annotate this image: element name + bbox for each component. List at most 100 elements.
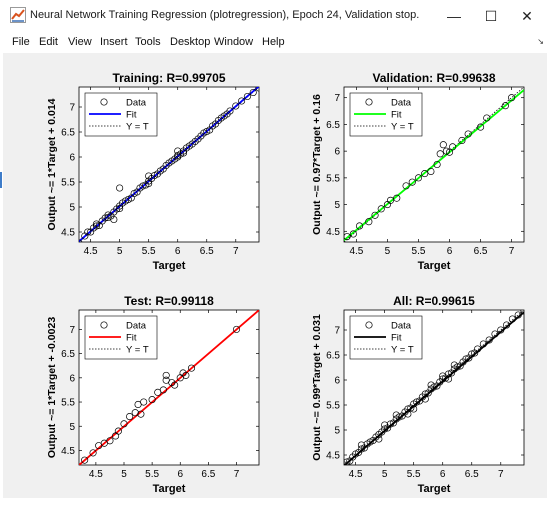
data-point [501, 102, 509, 110]
data-point [174, 147, 182, 155]
menu-help[interactable]: Help [262, 36, 285, 48]
x-tick-label: 6 [177, 469, 183, 480]
data-point [182, 371, 190, 379]
maximize-button[interactable]: ☐ [474, 5, 508, 27]
maximize-icon: ☐ [484, 7, 498, 24]
menu-view[interactable]: View [68, 36, 92, 48]
y-tick-label: 5.5 [61, 178, 75, 189]
x-tick-label: 7 [234, 469, 240, 480]
y-axis-label: Output ~= 1*Target + -0.0023 [46, 317, 58, 458]
legend-label-fit: Fit [126, 110, 137, 121]
plot-title: Validation: R=0.99638 [372, 71, 495, 85]
y-axis-label: Output ~= 0.99*Target + 0.031 [311, 314, 323, 461]
legend-label-data: Data [126, 321, 147, 332]
menu-file[interactable]: File [12, 36, 30, 48]
x-tick-label: 4.5 [89, 469, 103, 480]
y-tick-label: 5 [69, 203, 75, 214]
data-point [349, 230, 357, 238]
data-point [344, 233, 351, 241]
regression-plot-3 [343, 309, 525, 466]
data-point [477, 123, 485, 131]
data-point [145, 172, 153, 180]
data-point [79, 239, 83, 242]
x-tick-label: 6.5 [201, 469, 215, 480]
y-tick-label: 5 [334, 200, 340, 211]
y-tick-label: 6.5 [61, 128, 75, 139]
menu-tools[interactable]: Tools [135, 36, 161, 48]
x-tick-label: 5.5 [412, 246, 426, 257]
y-tick-label: 4.5 [61, 228, 75, 239]
data-point [450, 361, 458, 369]
data-point [421, 395, 429, 403]
data-point [421, 390, 429, 398]
legend-label-data: Data [391, 98, 412, 109]
x-tick-label: 6.5 [465, 469, 479, 480]
menu-edit[interactable]: Edit [39, 36, 58, 48]
y-tick-label: 5.5 [326, 401, 340, 412]
data-point [249, 88, 257, 97]
plot-title: Test: R=0.99118 [124, 294, 214, 308]
menu-insert[interactable]: Insert [100, 36, 128, 48]
data-point [226, 107, 234, 115]
data-point [381, 421, 389, 429]
minimize-button[interactable]: — [437, 5, 471, 27]
fit-line [79, 310, 259, 465]
data-point [104, 211, 112, 219]
x-tick-label: 7 [509, 246, 515, 257]
data-point [137, 410, 145, 418]
data-point [106, 437, 114, 445]
legend-label-data: Data [391, 321, 412, 332]
x-tick-label: 4.5 [349, 246, 363, 257]
data-point [508, 315, 516, 323]
legend-label-identity: Y = T [391, 122, 414, 133]
data-point [386, 420, 395, 428]
data-point [392, 411, 400, 419]
data-point [162, 376, 170, 384]
regression-plot-2 [78, 309, 260, 466]
regression-plot-0 [78, 86, 260, 243]
y-tick-label: 6.5 [326, 351, 340, 362]
x-tick-label: 5 [385, 246, 391, 257]
close-icon: ✕ [521, 7, 533, 24]
legend-label-identity: Y = T [126, 345, 149, 356]
legend-data-marker [100, 98, 108, 106]
data-point [116, 204, 124, 213]
y-axis-label: Output ~= 1*Target + 0.014 [46, 98, 58, 230]
data-point [393, 194, 401, 202]
data-point [442, 147, 450, 155]
data-point [445, 148, 454, 156]
data-point [131, 409, 139, 417]
data-point [421, 170, 429, 178]
x-tick-label: 5.5 [142, 246, 156, 257]
menu-window[interactable]: Window [214, 36, 254, 48]
menu-desktop[interactable]: Desktop [170, 36, 211, 48]
x-tick-label: 7 [498, 469, 504, 480]
data-point [462, 355, 470, 363]
data-point [508, 94, 516, 102]
data-point [255, 87, 259, 92]
data-point [402, 182, 410, 190]
menu-overflow-arrow-icon[interactable]: ↘ [537, 37, 544, 46]
data-point [414, 174, 423, 182]
data-point [371, 211, 379, 219]
close-button[interactable]: ✕ [510, 5, 544, 27]
data-point [238, 97, 246, 105]
data-point [439, 375, 447, 383]
figure-canvas: 4.5 5 5.5 6 6.5 7 4.5 5 5.5 6 6.5 7 Training: R=0.99… [3, 53, 547, 498]
menu-bar: File Edit View Insert Tools Desktop Wind… [0, 33, 550, 51]
data-point [375, 435, 383, 443]
data-point [485, 336, 493, 344]
y-tick-label: 6.5 [61, 349, 75, 360]
data-point [468, 350, 476, 358]
data-point [436, 150, 444, 158]
data-point [427, 381, 435, 389]
x-tick-label: 5 [121, 469, 127, 480]
x-axis-label: Target [418, 483, 451, 495]
data-point [139, 182, 147, 190]
data-point [410, 405, 418, 413]
data-point [357, 441, 365, 449]
y-tick-label: 4.5 [326, 451, 340, 462]
data-point [377, 205, 385, 213]
x-tick-label: 6 [447, 246, 453, 257]
data-point [232, 102, 240, 110]
